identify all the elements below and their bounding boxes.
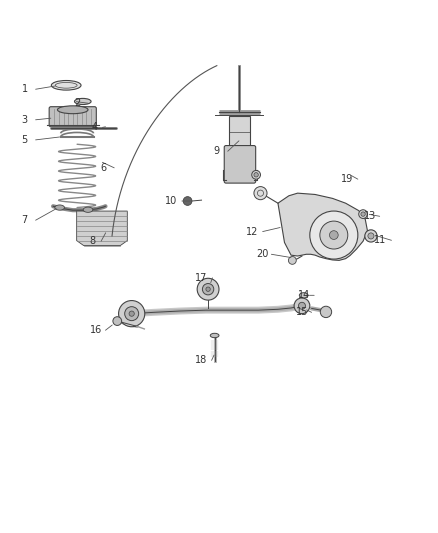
- Text: 14: 14: [298, 290, 310, 300]
- Circle shape: [254, 173, 258, 177]
- Text: 2: 2: [74, 98, 80, 108]
- Polygon shape: [278, 193, 367, 261]
- Ellipse shape: [210, 333, 219, 338]
- Text: 10: 10: [165, 196, 177, 206]
- Circle shape: [298, 302, 305, 309]
- Circle shape: [197, 278, 219, 300]
- Circle shape: [202, 284, 214, 295]
- Ellipse shape: [55, 205, 64, 210]
- FancyBboxPatch shape: [224, 146, 256, 183]
- Text: 6: 6: [100, 163, 106, 173]
- Ellipse shape: [51, 80, 81, 90]
- Ellipse shape: [74, 99, 91, 104]
- Circle shape: [183, 197, 192, 205]
- Circle shape: [254, 187, 267, 200]
- Circle shape: [310, 211, 358, 259]
- Circle shape: [252, 171, 261, 179]
- Ellipse shape: [83, 207, 93, 212]
- Circle shape: [320, 221, 348, 249]
- Ellipse shape: [299, 293, 308, 298]
- Text: 3: 3: [21, 115, 28, 125]
- Text: 18: 18: [195, 356, 208, 365]
- Circle shape: [129, 311, 134, 316]
- Text: 12: 12: [246, 227, 258, 237]
- FancyBboxPatch shape: [49, 107, 96, 127]
- Text: 13: 13: [364, 211, 376, 221]
- Text: 9: 9: [214, 146, 220, 156]
- Text: 11: 11: [374, 235, 387, 245]
- Text: 5: 5: [21, 135, 28, 145]
- Circle shape: [368, 233, 374, 239]
- Text: 7: 7: [21, 215, 28, 225]
- Circle shape: [329, 231, 338, 239]
- Text: 19: 19: [341, 174, 353, 184]
- Text: 20: 20: [257, 249, 269, 259]
- Bar: [230, 116, 251, 149]
- Circle shape: [361, 212, 365, 216]
- Text: 4: 4: [92, 122, 98, 132]
- Circle shape: [206, 287, 210, 292]
- Circle shape: [288, 256, 296, 264]
- Text: 16: 16: [90, 325, 102, 335]
- Circle shape: [359, 210, 367, 219]
- Circle shape: [125, 306, 139, 321]
- Text: 1: 1: [21, 84, 28, 94]
- Circle shape: [119, 301, 145, 327]
- Circle shape: [320, 306, 332, 318]
- Text: 15: 15: [296, 308, 308, 317]
- Circle shape: [113, 317, 122, 326]
- Circle shape: [365, 230, 377, 242]
- Circle shape: [294, 298, 310, 313]
- Ellipse shape: [57, 106, 88, 114]
- Text: 17: 17: [195, 273, 208, 283]
- Polygon shape: [77, 211, 127, 246]
- Text: 8: 8: [89, 236, 95, 246]
